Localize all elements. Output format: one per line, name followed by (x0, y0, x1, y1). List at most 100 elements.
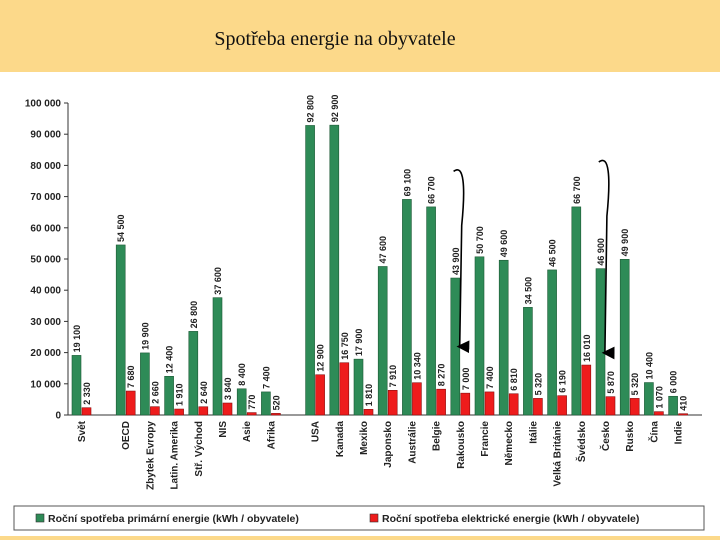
legend-label-electric: Roční spotřeba elektrické energie (kWh /… (382, 513, 639, 525)
data-label-electric: 7 910 (388, 365, 398, 388)
data-label-primary: 7 400 (261, 366, 271, 389)
bar-electric-energy (246, 412, 257, 416)
category-label: USA (311, 421, 322, 442)
bar-electric-energy (605, 396, 616, 416)
data-label-primary: 47 600 (378, 236, 388, 264)
bar-primary-energy (547, 269, 557, 416)
category-label: Itálie (528, 421, 539, 444)
data-label-primary: 34 500 (523, 277, 533, 305)
bar-primary-energy (164, 376, 174, 416)
data-label-electric: 10 340 (412, 352, 422, 380)
bar-primary-energy (644, 382, 654, 416)
category-label: Indie (674, 421, 685, 445)
bar-electric-energy (125, 390, 136, 416)
bar-primary-energy (236, 388, 247, 416)
y-tick-label: 30 000 (30, 317, 61, 328)
category-label: Belgie (432, 421, 443, 451)
bar-electric-energy (557, 395, 567, 416)
data-label-primary: 49 900 (620, 229, 630, 257)
bar-electric-energy (508, 393, 519, 416)
bar-primary-energy (402, 199, 412, 416)
data-label-electric: 6 810 (509, 368, 519, 391)
bar-primary-energy (571, 206, 582, 416)
data-label-primary: 8 400 (237, 363, 247, 386)
bar-electric-energy (222, 402, 233, 416)
category-label: Afrika (266, 421, 277, 450)
bar-primary-energy (595, 268, 606, 416)
category-label: Asie (242, 421, 253, 443)
data-label-electric: 2 660 (150, 381, 160, 404)
energy-chart: 0 10 000 20 000 30 000 40 000 50 000 60 000 70 … (13, 95, 705, 531)
y-tick-label: 0 (55, 411, 61, 422)
y-tick-label: 20 000 (30, 348, 61, 359)
category-label: Kanada (335, 421, 346, 458)
bar-electric-energy (81, 407, 92, 416)
data-label-electric: 8 270 (437, 364, 447, 387)
y-tick-label: 80 000 (30, 161, 61, 172)
y-tick-label: 90 000 (30, 130, 61, 141)
bar-primary-energy (668, 395, 678, 416)
bar-primary-energy (71, 355, 82, 416)
category-label: Čína (647, 421, 660, 443)
category-label: Velká Británie (553, 421, 564, 487)
bar-electric-energy (363, 409, 374, 416)
category-label: Švédsko (575, 421, 588, 462)
bar-primary-energy (498, 259, 509, 416)
bar-primary-energy (353, 358, 364, 416)
category-label: Stř. Východ (194, 421, 205, 477)
data-label-primary: 66 700 (572, 176, 582, 204)
title-bar (0, 0, 720, 72)
page-title: Spotřeba energie na obyvatele (214, 28, 456, 50)
data-label-electric: 7 400 (485, 366, 495, 389)
bar-primary-energy (115, 244, 126, 416)
data-label-electric: 2 330 (82, 382, 92, 405)
bar-electric-energy (629, 398, 640, 416)
y-tick-label: 60 000 (30, 223, 61, 234)
data-label-primary: 54 500 (116, 214, 126, 242)
bar-electric-energy (387, 390, 398, 416)
data-label-primary: 50 700 (475, 226, 485, 254)
category-label: OECD (121, 421, 132, 450)
bar-electric-energy (198, 406, 209, 416)
y-tick-label: 40 000 (30, 286, 61, 297)
legend-swatch-electric (369, 513, 379, 523)
data-label-electric: 520 (271, 395, 281, 410)
data-label-electric: 12 900 (316, 344, 326, 372)
y-tick-label: 70 000 (30, 192, 61, 203)
data-label-electric: 410 (679, 396, 689, 411)
bar-primary-energy (619, 259, 630, 416)
data-label-primary: 6 000 (669, 371, 679, 394)
bar-electric-energy (484, 391, 495, 416)
category-label: Latin. Amerika (170, 421, 181, 490)
data-label-electric: 16 750 (340, 332, 350, 360)
category-label: Francie (480, 421, 491, 457)
bar-electric-energy (150, 406, 160, 416)
data-label-primary: 37 600 (213, 267, 223, 295)
bar-primary-energy (474, 256, 485, 416)
data-label-electric: 6 190 (558, 370, 568, 393)
bottom-strip (0, 536, 720, 540)
bar-electric-energy (581, 364, 592, 416)
bar-primary-energy (329, 124, 340, 416)
category-label: Svět (77, 420, 88, 442)
category-label: Česko (599, 421, 612, 451)
bar-electric-energy (460, 392, 471, 416)
bar-primary-energy (261, 391, 271, 416)
data-label-primary: 69 100 (402, 169, 412, 197)
data-label-primary: 19 900 (140, 322, 150, 350)
legend-box (13, 505, 705, 531)
bar-primary-energy (523, 307, 533, 416)
bar-primary-energy (305, 125, 315, 416)
data-label-primary: 49 600 (499, 230, 509, 258)
data-label-primary: 26 800 (189, 301, 199, 329)
bracket-arrow (598, 159, 615, 360)
bar-electric-energy (436, 388, 446, 416)
bar-primary-energy (377, 266, 388, 416)
data-label-primary: 12 400 (165, 346, 175, 374)
bar-electric-energy (339, 362, 350, 416)
data-label-primary: 17 900 (354, 329, 364, 357)
data-label-electric: 770 (247, 395, 257, 410)
data-label-electric: 5 320 (533, 373, 543, 396)
category-label: Austrálie (407, 421, 418, 464)
bar-electric-energy (315, 374, 325, 416)
